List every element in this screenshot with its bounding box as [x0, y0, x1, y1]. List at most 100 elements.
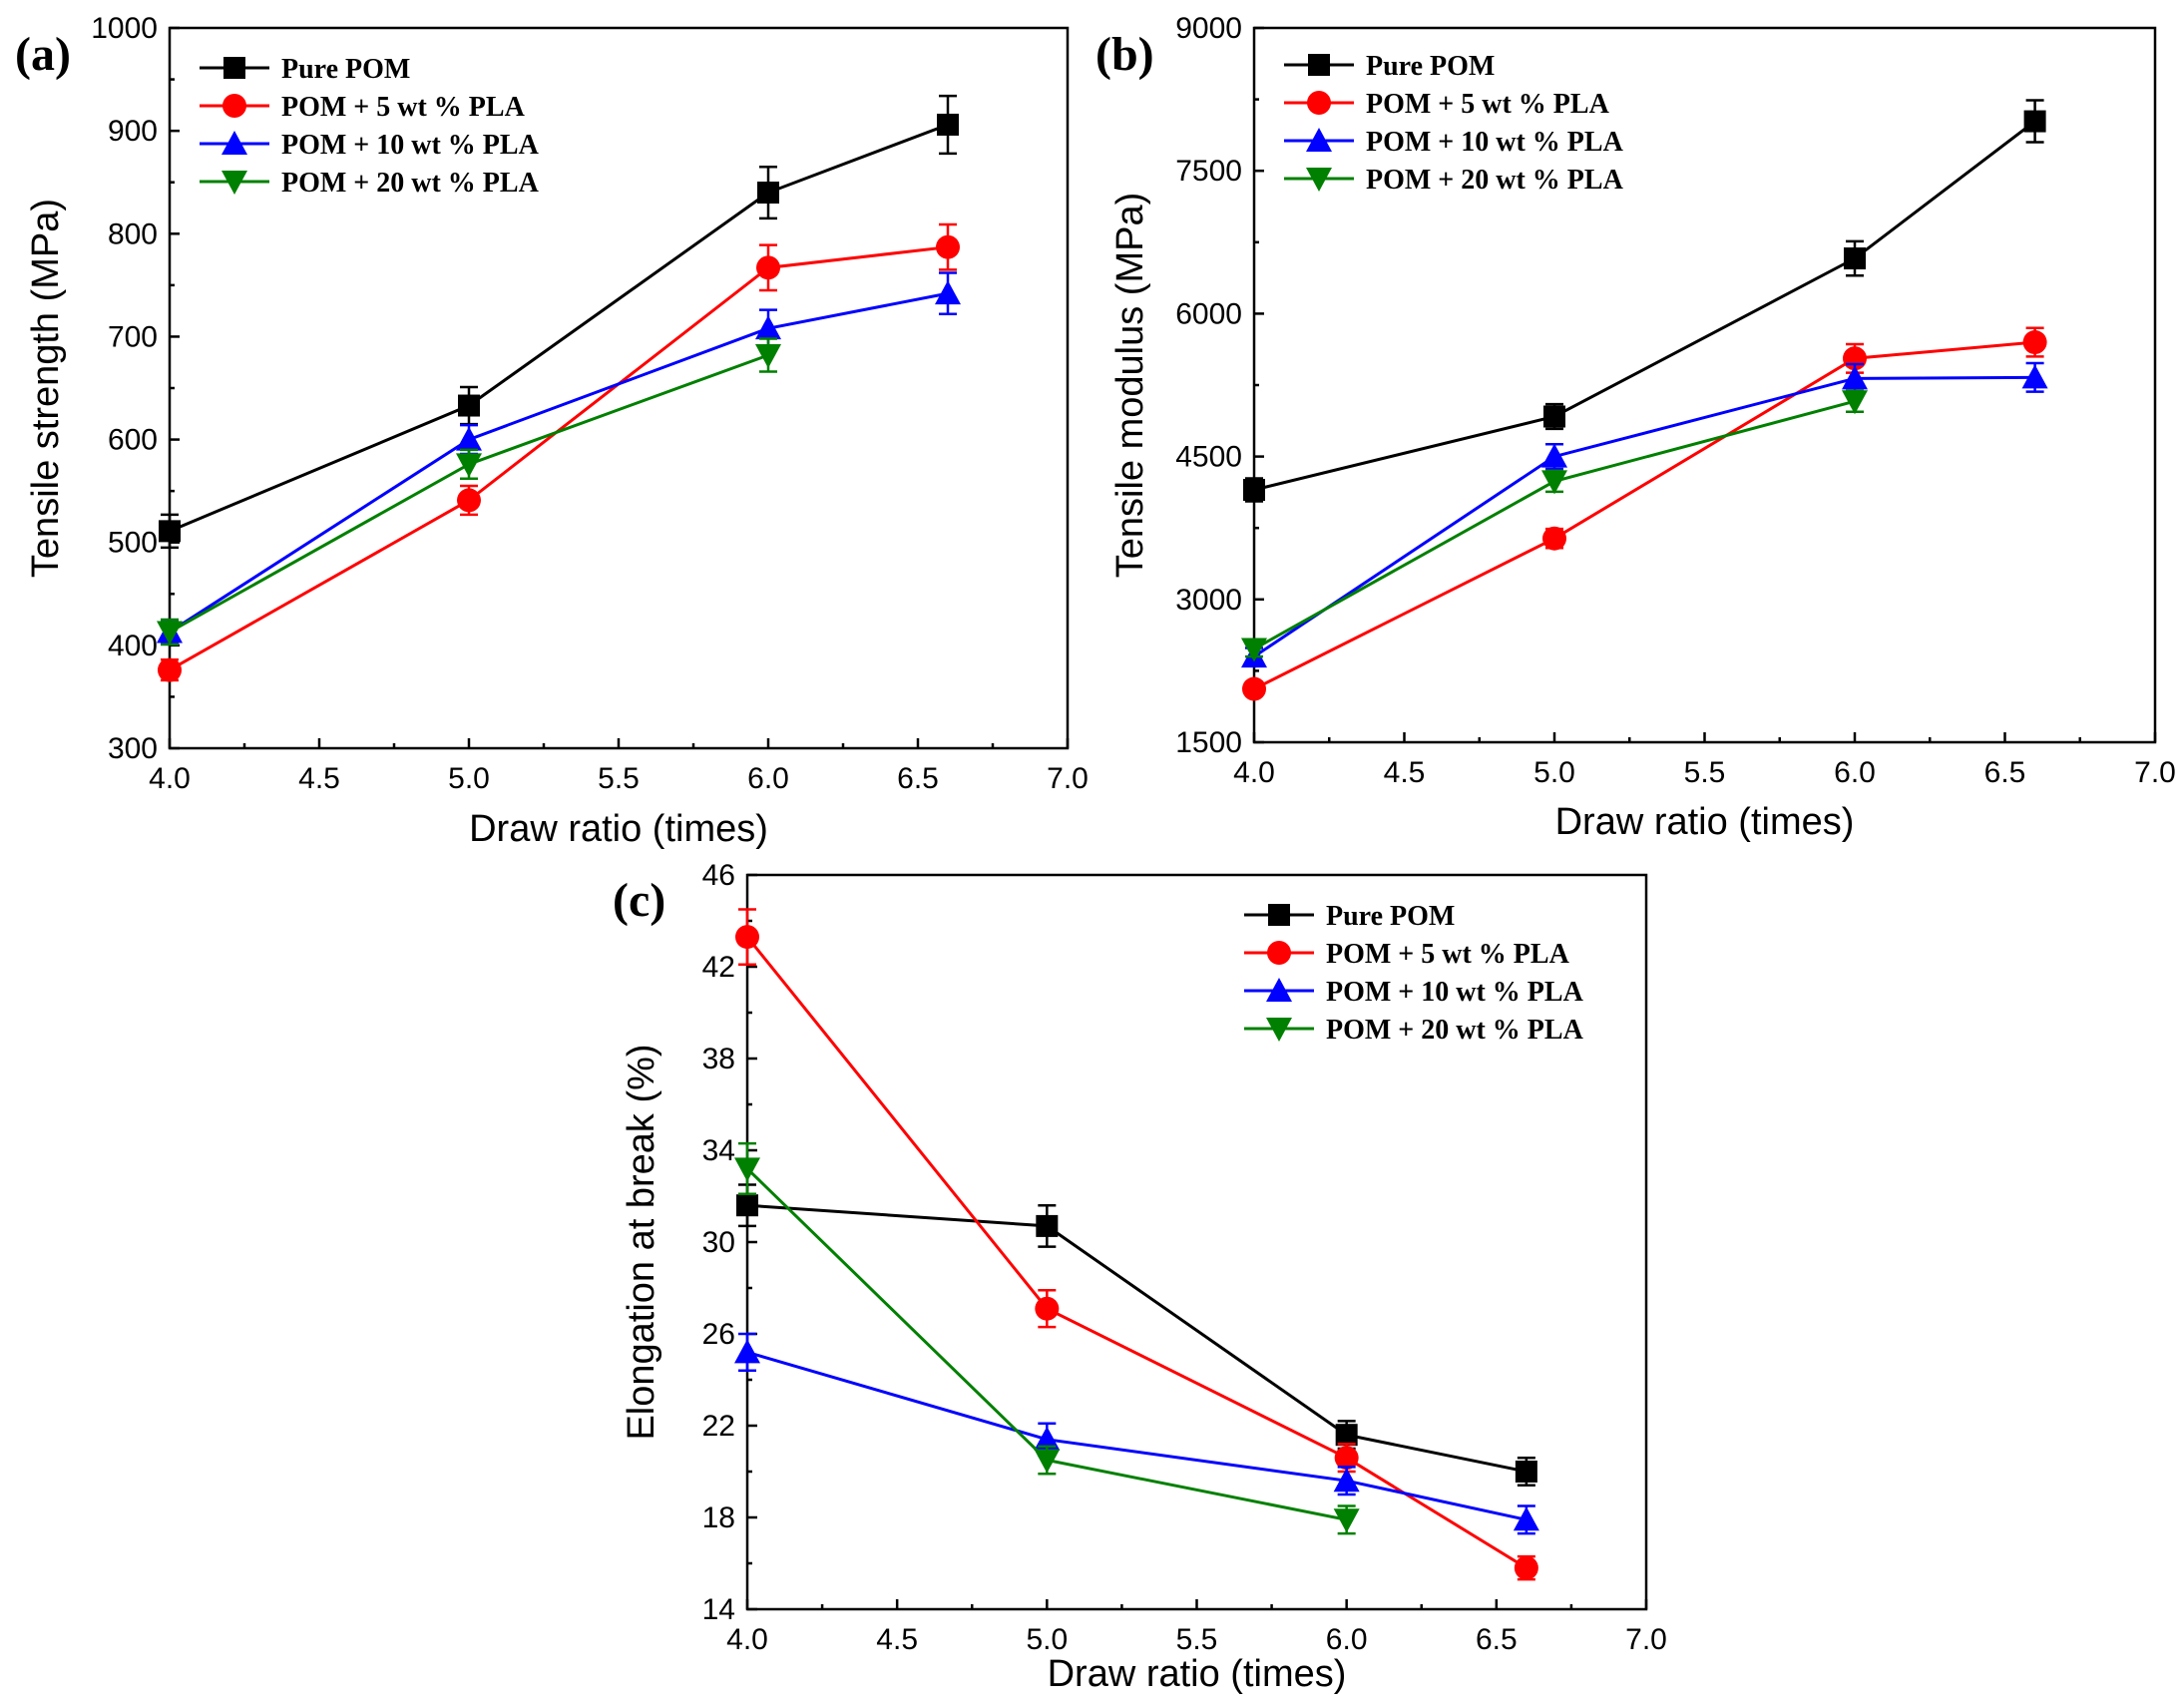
legend: Pure POM POM + 5 wt % PLA POM + 10 wt % PL… [1244, 901, 1584, 1046]
legend-item-pure-pom: Pure POM [1284, 51, 1495, 82]
x-tick-label: 6.5 [897, 762, 939, 795]
data-point [736, 1194, 758, 1216]
legend-label: POM + 10 wt % PLA [281, 130, 540, 161]
x-tick-label: 6.5 [1984, 756, 2026, 789]
data-point [1035, 1297, 1059, 1321]
y-tick-label: 800 [108, 217, 158, 250]
series-line-pom-20wt-pla [1254, 401, 1855, 648]
y-tick-label: 700 [108, 320, 158, 353]
x-tick-label: 4.0 [1233, 756, 1275, 789]
y-tick-label: 300 [108, 732, 158, 765]
y-axis-title: Tensile modulus (MPa) [1109, 193, 1151, 578]
y-tick-label: 9000 [1175, 12, 1242, 45]
data-point [2024, 111, 2046, 133]
panel-label: (c) [613, 874, 665, 927]
legend-item-pure-pom: Pure POM [200, 54, 410, 85]
series-pom-10wt-pla [157, 272, 961, 643]
series-line-pom-5wt-pla [170, 247, 948, 670]
y-tick-label: 500 [108, 527, 158, 560]
legend-item-pure-pom: Pure POM [1244, 901, 1455, 932]
legend-marker [1268, 904, 1290, 926]
x-tick-label: 5.0 [1533, 756, 1575, 789]
panel-label: (a) [15, 28, 71, 81]
x-axis-title: Draw ratio (times) [469, 808, 768, 850]
legend-item-pom-10wt-pla: POM + 10 wt % PLA [1284, 127, 1624, 158]
series-pom-10wt-pla [1241, 363, 2048, 667]
data-point [936, 235, 960, 259]
y-tick-label: 38 [702, 1043, 735, 1075]
series-pure-pom [1243, 101, 2046, 502]
legend-label: Pure POM [1326, 901, 1455, 932]
y-tick-label: 1000 [91, 12, 158, 45]
data-point [756, 255, 780, 279]
series-line-pure-pom [747, 1205, 1527, 1472]
y-tick-label: 34 [702, 1134, 735, 1167]
legend-item-pom-5wt-pla: POM + 5 wt % PLA [200, 92, 526, 123]
x-tick-label: 7.0 [2134, 756, 2176, 789]
data-point [1515, 1556, 1538, 1580]
legend-label: POM + 20 wt % PLA [281, 168, 540, 199]
x-tick-label: 6.5 [1476, 1623, 1518, 1656]
legend-label: POM + 10 wt % PLA [1326, 977, 1584, 1008]
y-tick-label: 18 [702, 1501, 735, 1534]
data-point [1516, 1461, 1537, 1483]
x-tick-label: 4.5 [298, 762, 340, 795]
data-point [1542, 527, 1566, 551]
data-point [1844, 247, 1866, 269]
legend-label: POM + 20 wt % PLA [1326, 1015, 1584, 1046]
data-point [456, 427, 482, 451]
x-tick-label: 5.5 [1684, 756, 1726, 789]
panel-label: (b) [1095, 28, 1154, 81]
data-point [1242, 677, 1266, 701]
y-tick-label: 6000 [1175, 297, 1242, 330]
data-point [735, 925, 759, 949]
legend-item-pom-5wt-pla: POM + 5 wt % PLA [1284, 89, 1610, 120]
legend-marker [1307, 91, 1331, 115]
series-pom-20wt-pla [1241, 390, 1868, 661]
legend-marker [1267, 941, 1291, 965]
x-tick-label: 7.0 [1625, 1623, 1667, 1656]
data-point [1541, 470, 1567, 494]
y-tick-label: 22 [702, 1410, 735, 1443]
x-tick-label: 5.5 [598, 762, 640, 795]
data-point [456, 453, 482, 477]
x-tick-label: 4.5 [1384, 756, 1426, 789]
x-axis-title: Draw ratio (times) [1555, 801, 1855, 843]
series-pom-5wt-pla [158, 224, 960, 682]
x-tick-label: 6.0 [1834, 756, 1876, 789]
legend-item-pom-20wt-pla: POM + 20 wt % PLA [200, 168, 540, 199]
series-line-pom-10wt-pla [747, 1352, 1527, 1519]
legend-label: Pure POM [281, 54, 410, 85]
legend-marker [222, 94, 246, 118]
y-tick-label: 30 [702, 1226, 735, 1259]
x-tick-label: 4.5 [876, 1623, 918, 1656]
series-line-pom-10wt-pla [170, 293, 948, 632]
legend-marker [1308, 54, 1330, 76]
legend-item-pom-10wt-pla: POM + 10 wt % PLA [200, 130, 540, 161]
x-tick-label: 5.0 [1026, 1623, 1068, 1656]
legend-item-pom-10wt-pla: POM + 10 wt % PLA [1244, 977, 1584, 1008]
series-pure-pom [736, 1185, 1537, 1486]
y-tick-label: 600 [108, 424, 158, 457]
data-point [1334, 1508, 1360, 1532]
legend-item-pom-20wt-pla: POM + 20 wt % PLA [1244, 1015, 1584, 1046]
data-point [158, 658, 182, 682]
series-line-pom-10wt-pla [1254, 377, 2035, 656]
y-tick-label: 900 [108, 115, 158, 148]
data-point [755, 344, 781, 368]
x-tick-label: 5.5 [1176, 1623, 1218, 1656]
series-pom-20wt-pla [734, 1143, 1360, 1533]
data-point [1243, 479, 1265, 501]
figure: 4.0 4.5 5.0 5.5 6.0 6.5 7.03004005006007008009… [0, 0, 2184, 1707]
data-point [159, 520, 181, 542]
legend-item-pom-20wt-pla: POM + 20 wt % PLA [1284, 165, 1624, 196]
series-pure-pom [159, 96, 959, 548]
x-tick-label: 5.0 [448, 762, 490, 795]
y-tick-label: 1500 [1175, 726, 1242, 759]
series-line-pom-5wt-pla [1254, 342, 2035, 688]
x-tick-label: 4.0 [149, 762, 191, 795]
y-tick-label: 46 [702, 859, 735, 892]
x-tick-label: 6.0 [1326, 1623, 1368, 1656]
legend: Pure POM POM + 5 wt % PLA POM + 10 wt % PL… [1284, 51, 1624, 196]
legend-marker [223, 57, 245, 79]
